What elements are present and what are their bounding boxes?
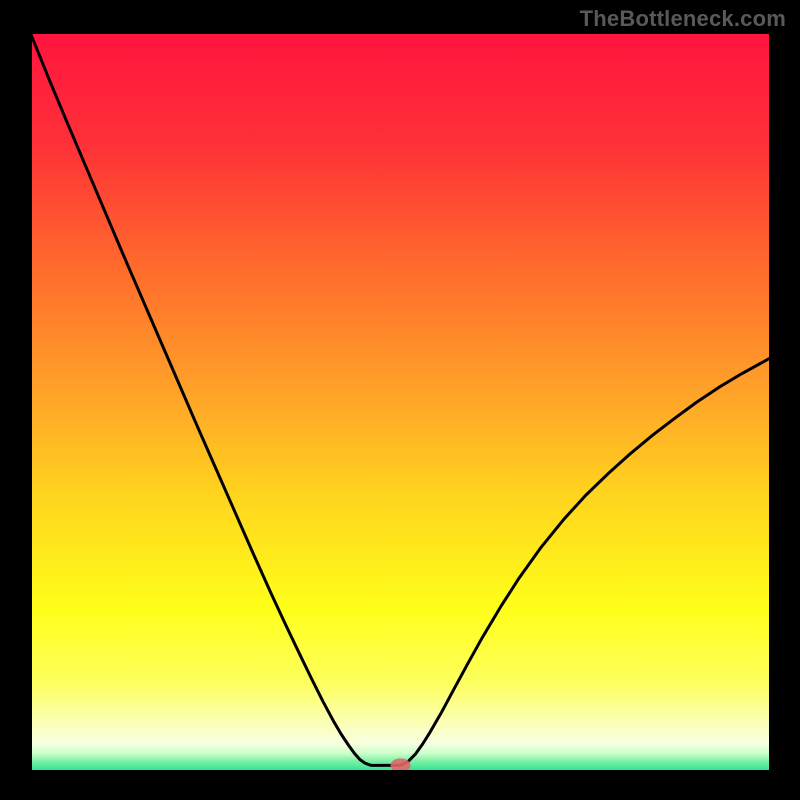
bottleneck-chart [0,0,800,800]
plot-background [30,32,771,772]
chart-container: { "watermark": { "text": "TheBottleneck.… [0,0,800,800]
watermark-text: TheBottleneck.com [580,6,786,32]
